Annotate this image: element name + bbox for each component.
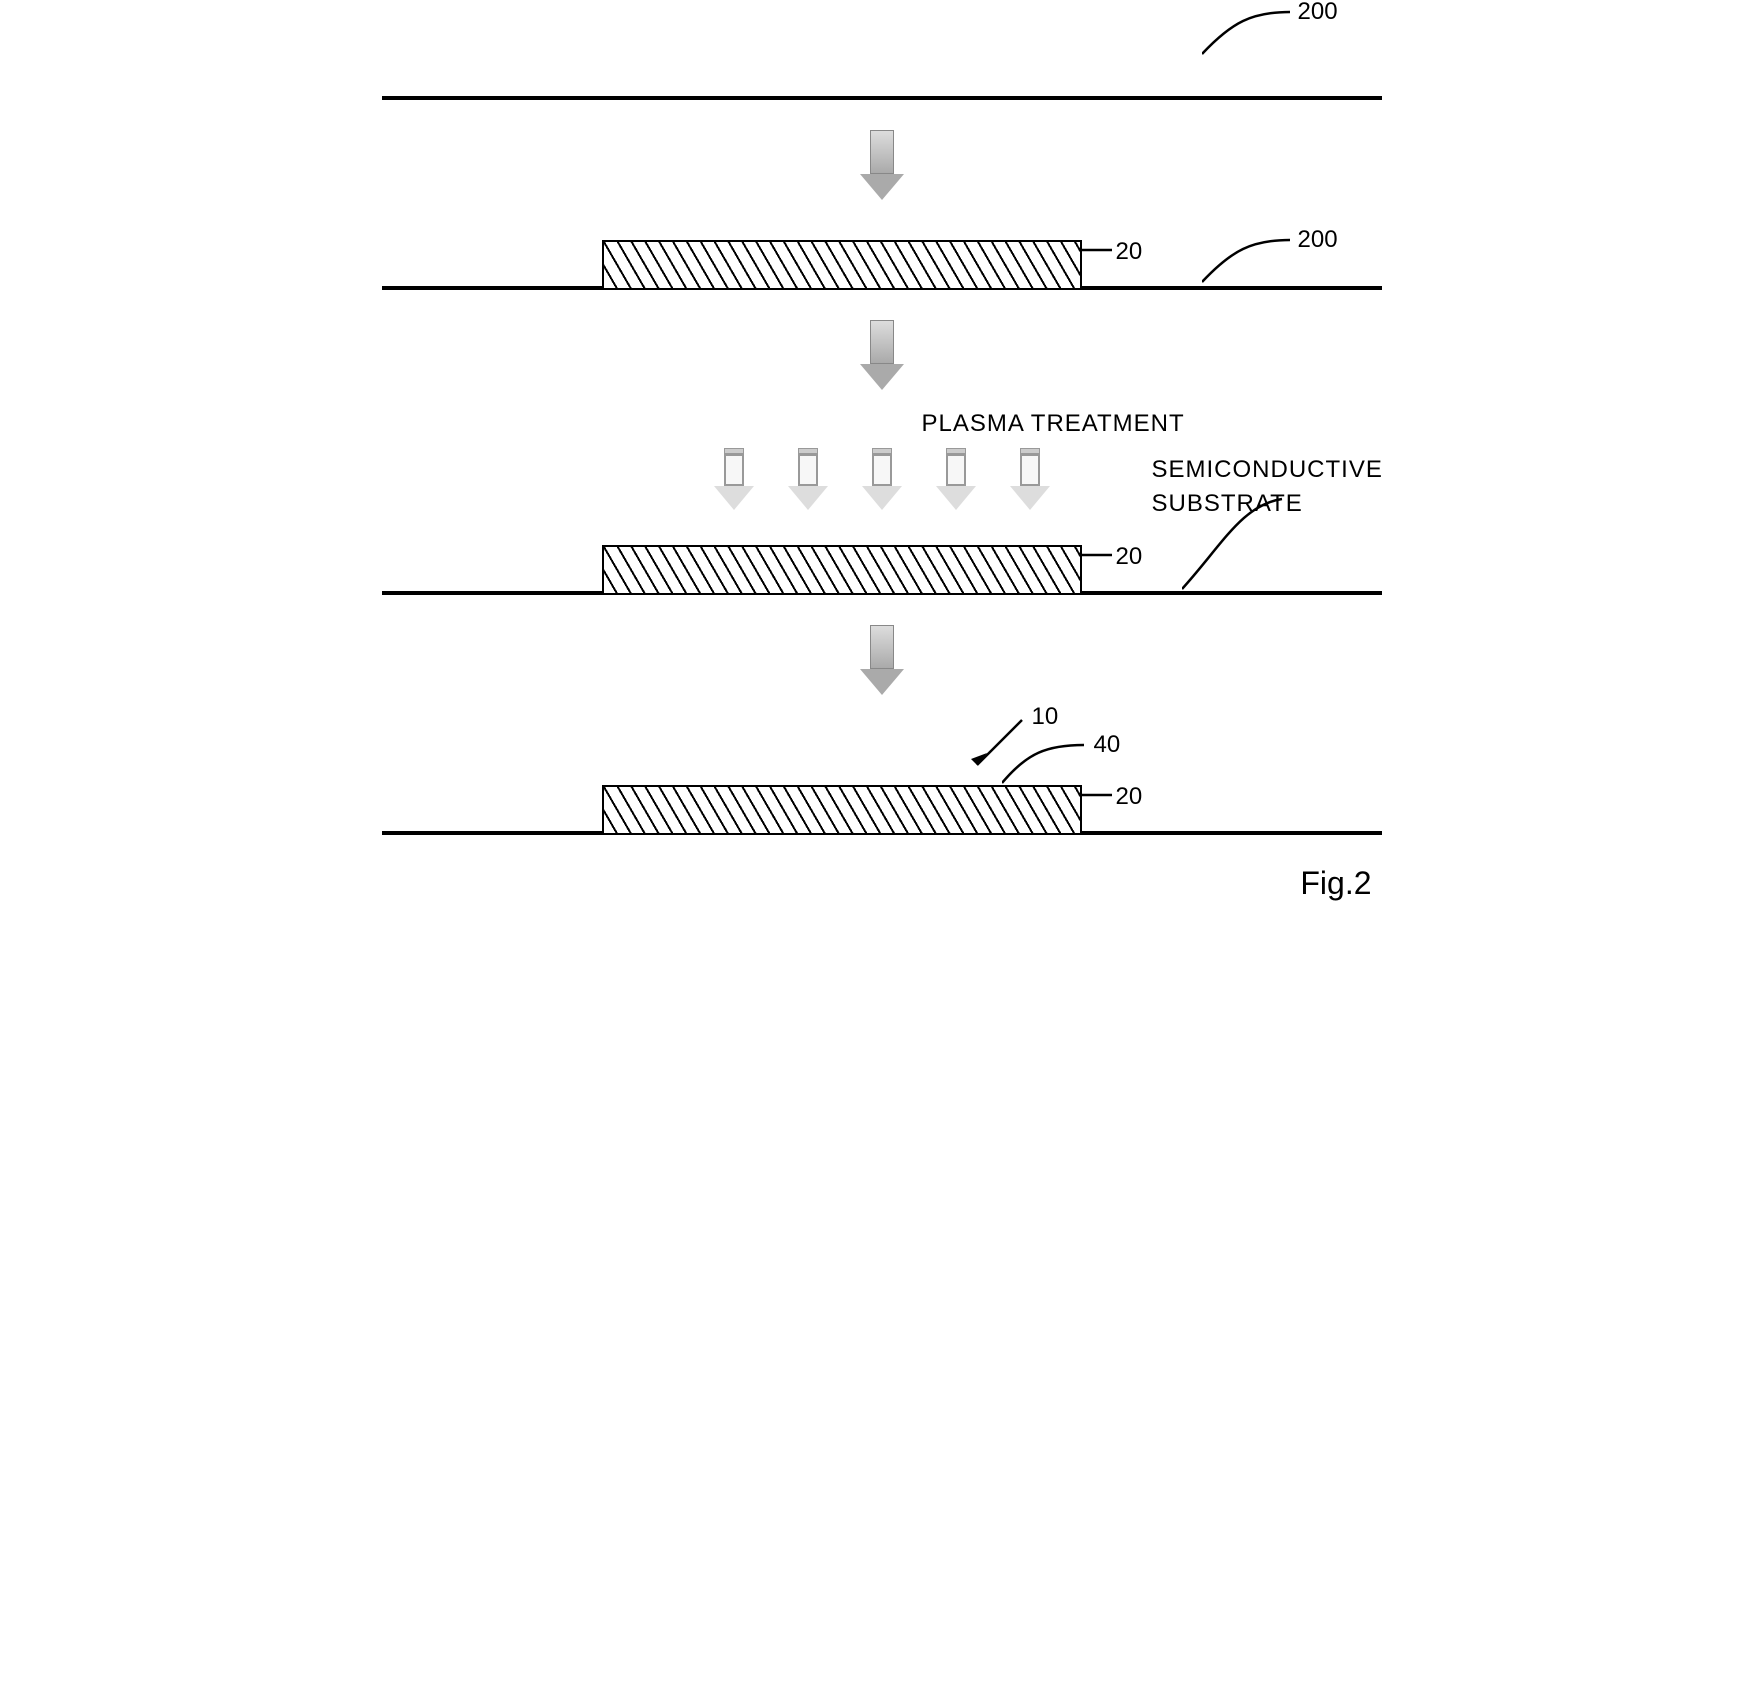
leader-20-b [1082,553,1112,557]
plasma-arrow-icon [714,448,754,510]
stage-2: 20 200 [382,220,1382,290]
stage-3: 20 [382,525,1382,595]
leader-200-a [1202,10,1302,60]
plasma-arrow-icon [862,448,902,510]
process-diagram: 200 20 200 PLASMA TREATMENT SEMIC [382,40,1382,902]
leader-20-a [1082,248,1112,252]
plasma-label: PLASMA TREATMENT [922,410,1763,438]
leader-20-c [1082,793,1112,797]
pointer-10-block: 10 [382,715,1382,765]
label-10: 10 [1032,703,1059,731]
leader-40 [1002,741,1092,789]
stage-4: 40 20 [382,765,1382,835]
stage-1: 200 [382,40,1382,100]
plasma-arrow-icon [1010,448,1050,510]
step-arrow-1 [860,130,904,200]
label-20-c: 20 [1116,783,1143,811]
substrate-line-1 [382,96,1382,100]
figure-label: Fig.2 [382,865,1382,902]
leader-200-b [1202,238,1302,288]
label-200-b: 200 [1298,226,1338,254]
label-40: 40 [1094,731,1121,759]
leader-semiconductive [1182,495,1292,595]
plasma-arrow-icon [788,448,828,510]
label-20-b: 20 [1116,543,1143,571]
coating-block-2 [602,240,1082,290]
step-arrow-2 [860,320,904,390]
label-20-a: 20 [1116,238,1143,266]
label-semiconductive: SEMICONDUCTIVE [1152,456,1383,484]
coating-block-3 [602,545,1082,595]
step-arrow-3 [860,625,904,695]
coating-block-4 [602,785,1082,835]
label-200-a: 200 [1298,0,1338,26]
plasma-arrow-icon [936,448,976,510]
